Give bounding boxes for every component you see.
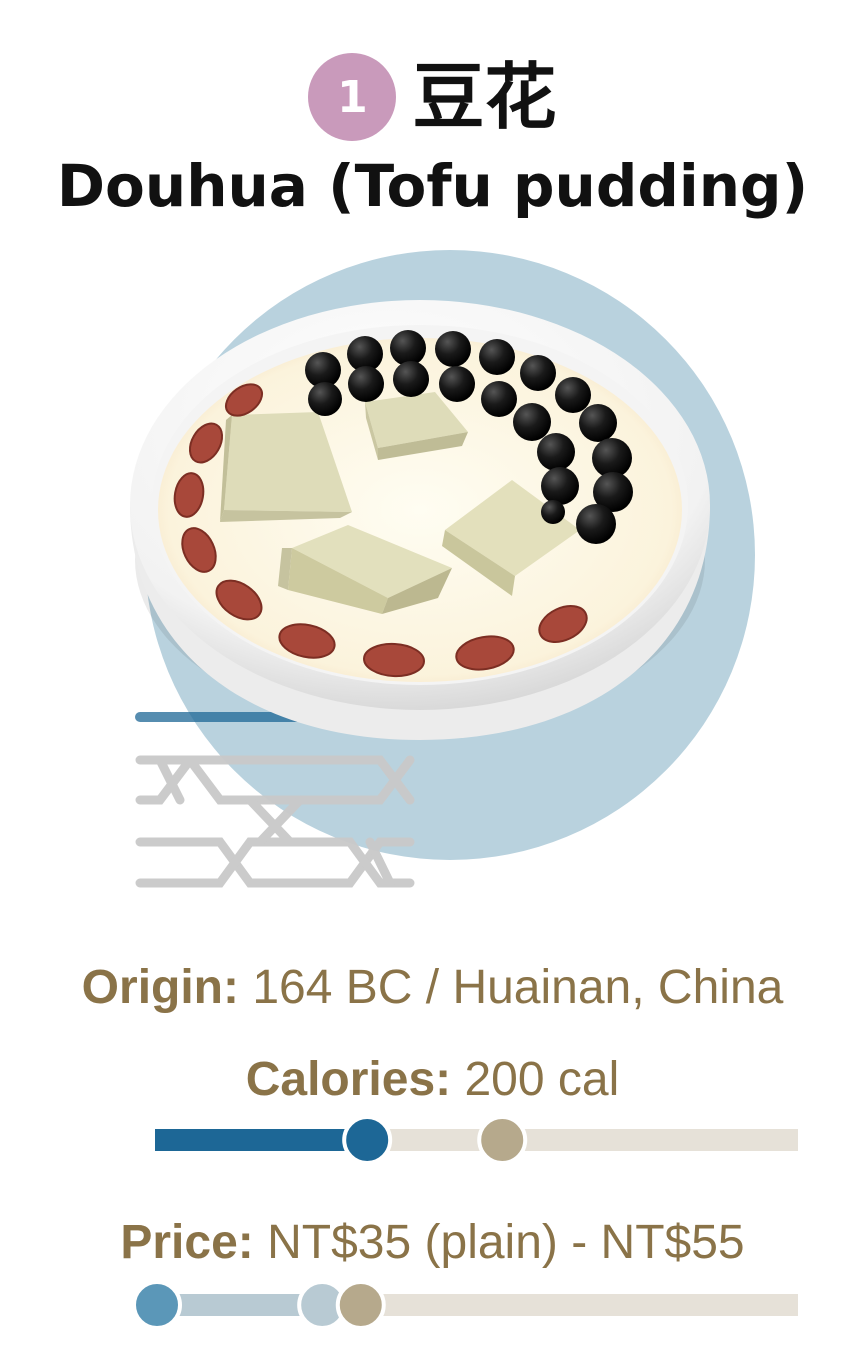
origin-label: Origin: [81, 961, 239, 1014]
number-badge: 1 [308, 53, 397, 141]
price-label: Price: [120, 1216, 254, 1269]
calories-label: Calories: [245, 1053, 452, 1106]
header: 1 豆花 Douhua (Tofu pudding) [0, 52, 865, 220]
calories-fill [155, 1129, 368, 1151]
calories-scale [155, 1115, 798, 1165]
calories-value: 200 cal [464, 1053, 620, 1106]
origin-value: 164 BC / Huainan, China [252, 961, 784, 1014]
black-beans [305, 330, 633, 544]
price-reference-marker [335, 1280, 386, 1330]
calories-reference-marker [477, 1115, 528, 1165]
red-beans [173, 383, 588, 678]
calories-line: Calories: 200 cal [0, 1052, 865, 1107]
origin-line: Origin: 164 BC / Huainan, China [0, 960, 865, 1015]
tofu-cubes [220, 392, 580, 614]
price-range-fill [157, 1294, 323, 1316]
title-english: Douhua (Tofu pudding) [56, 152, 809, 220]
douhua-bowl-icon [130, 250, 755, 888]
price-scale [132, 1280, 798, 1330]
price-low-marker [132, 1280, 182, 1330]
price-line: Price: NT$35 (plain) - NT$55 [0, 1215, 865, 1270]
price-value: NT$35 (plain) - NT$55 [267, 1216, 745, 1269]
title-chinese: 豆花 [412, 55, 557, 139]
title-row: 1 豆花 [0, 52, 865, 142]
calories-marker [342, 1115, 393, 1165]
